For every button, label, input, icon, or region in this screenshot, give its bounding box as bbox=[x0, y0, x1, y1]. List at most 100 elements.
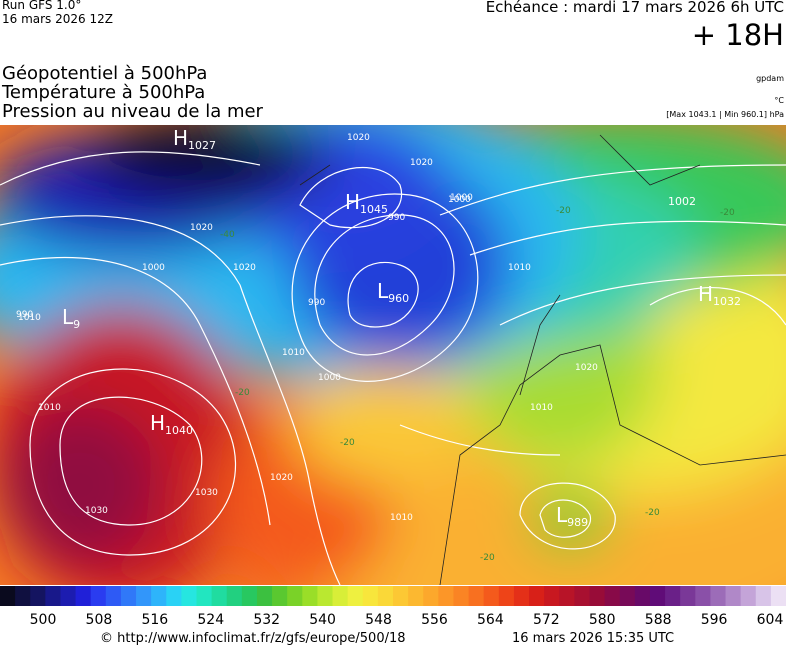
colorbar-tick-label: 500 bbox=[30, 612, 57, 628]
center-letter: H bbox=[345, 190, 360, 214]
pressure-center: H1032 bbox=[698, 282, 741, 308]
colorbar-swatch bbox=[272, 586, 288, 606]
colorbar-swatch bbox=[680, 586, 696, 606]
generated: 16 mars 2026 15:35 UTC bbox=[512, 631, 675, 646]
colorbar-swatch bbox=[362, 586, 379, 606]
colorbar-tick-label: 588 bbox=[645, 612, 672, 628]
colorbar-swatch bbox=[695, 586, 711, 606]
colorbar-swatch bbox=[105, 586, 122, 606]
isobars bbox=[0, 151, 786, 585]
isobar-label: 1020 bbox=[575, 363, 598, 373]
pressure-center: L9 bbox=[62, 305, 80, 331]
echeance: Echéance : mardi 17 mars 2026 6h UTC bbox=[485, 0, 784, 16]
pressure-center: H1045 bbox=[345, 190, 388, 216]
isobar-label: 1010 bbox=[282, 348, 305, 358]
unit: gpdam bbox=[756, 74, 784, 83]
colorbar-swatch bbox=[619, 586, 636, 606]
isobar-label: 1010 bbox=[38, 403, 61, 413]
colorbar-swatch bbox=[196, 586, 213, 606]
isobar-label: 1010 bbox=[390, 513, 413, 523]
colorbar-swatch bbox=[665, 586, 681, 606]
colorbar-swatch bbox=[649, 586, 666, 606]
run-date: 16 mars 2026 12Z bbox=[2, 12, 113, 26]
colorbar-tick-label: 508 bbox=[86, 612, 113, 628]
colorbar-swatch bbox=[453, 586, 470, 606]
center-value: 9 bbox=[73, 318, 80, 331]
temperature-label: -20 bbox=[645, 508, 660, 518]
coastlines bbox=[299, 134, 786, 585]
colorbar-swatch bbox=[755, 586, 772, 606]
colorbar: 500 508 516 524 532 540 548 556 564 572 580 588 596 6… bbox=[0, 586, 786, 628]
colorbar-swatch bbox=[151, 586, 167, 606]
colorbar-swatch bbox=[423, 586, 439, 606]
colorbar-swatch bbox=[45, 586, 61, 606]
colorbar-swatch bbox=[574, 586, 590, 606]
center-letter: L bbox=[377, 279, 389, 303]
pressure-center: H1040 bbox=[150, 411, 193, 437]
isobar-label: 1030 bbox=[85, 506, 108, 516]
colorbar-tick-label: 532 bbox=[253, 612, 280, 628]
colorbar-swatch bbox=[0, 586, 16, 606]
isobar-label: 1020 bbox=[270, 473, 293, 483]
isobar-label: 1020 bbox=[347, 133, 370, 143]
colorbar-swatch bbox=[226, 586, 243, 606]
colorbar-swatch bbox=[725, 586, 742, 606]
isobar-label: 1010 bbox=[18, 313, 41, 323]
colorbar-swatch bbox=[408, 586, 424, 606]
colorbar-swatch bbox=[302, 586, 318, 606]
center-letter: H bbox=[150, 411, 165, 435]
colorbar-swatch bbox=[211, 586, 228, 606]
colorbar-swatch bbox=[377, 586, 394, 606]
colorbar-tick-label: 564 bbox=[477, 612, 504, 628]
extremes: [Max 1043.1 | Min 960.1] hPa bbox=[666, 110, 784, 119]
center-letter: L bbox=[62, 305, 74, 329]
colorbar-swatch bbox=[347, 586, 364, 606]
isobar-label: 1010 bbox=[530, 403, 553, 413]
colorbar-tick-label: 556 bbox=[421, 612, 448, 628]
isobar-label: 1010 bbox=[508, 263, 531, 273]
pressure-center: H1027 bbox=[173, 126, 216, 152]
colorbar-tick-label: 540 bbox=[309, 612, 336, 628]
temperature-label: -20 bbox=[235, 388, 250, 398]
isobar-label: 1000 bbox=[450, 193, 473, 203]
center-value: 1040 bbox=[165, 424, 193, 437]
center-value: 1045 bbox=[360, 203, 388, 216]
colorbar-swatch bbox=[393, 586, 409, 606]
run: Run GFS 1.0° bbox=[2, 0, 82, 12]
colorbar-swatch bbox=[740, 586, 757, 606]
colorbar-swatch bbox=[60, 586, 77, 606]
colorbar-swatch bbox=[120, 586, 137, 606]
lead-time: + 18H bbox=[691, 18, 784, 52]
center-letter: H bbox=[698, 282, 713, 306]
field: Température à 500hPa bbox=[2, 82, 206, 103]
colorbar-swatch bbox=[483, 586, 500, 606]
colorbar-swatch bbox=[241, 586, 258, 606]
colorbar-swatch bbox=[90, 586, 107, 606]
isobar-label: 1000 bbox=[142, 263, 165, 273]
pressure-center: 1002 bbox=[668, 195, 696, 208]
center-value: 989 bbox=[567, 516, 588, 529]
temperature-label: -20 bbox=[480, 553, 495, 563]
colorbar-swatch bbox=[498, 586, 515, 606]
colorbar-tick-label: 580 bbox=[589, 612, 616, 628]
unit: °C bbox=[774, 96, 784, 105]
colorbar-swatch bbox=[136, 586, 152, 606]
center-letter: L bbox=[556, 503, 568, 527]
isobar-label: 1000 bbox=[318, 373, 341, 383]
pressure-center: L960 bbox=[377, 279, 409, 305]
field-shading bbox=[0, 125, 786, 585]
temperature-label: -40 bbox=[220, 230, 235, 240]
isobar-label: 1020 bbox=[233, 263, 256, 273]
colorbar-swatch bbox=[544, 586, 560, 606]
colorbar-swatch bbox=[256, 586, 273, 606]
colorbar-swatch bbox=[710, 586, 727, 606]
center-value: 1002 bbox=[668, 195, 696, 208]
temperature-label: -20 bbox=[340, 438, 355, 448]
colorbar-tick-label: 572 bbox=[533, 612, 560, 628]
colorbar-swatch bbox=[181, 586, 197, 606]
colorbar-swatch bbox=[589, 586, 606, 606]
colorbar-swatch bbox=[513, 586, 530, 606]
isobar-label: 1020 bbox=[410, 158, 433, 168]
